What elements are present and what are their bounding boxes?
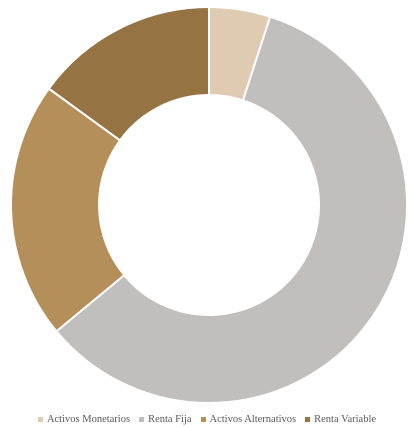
donut-slices: [10, 5, 408, 404]
legend-item-activos-alternativos: Activos Alternativos: [200, 413, 297, 425]
legend-item-renta-variable: Renta Variable: [305, 414, 376, 425]
legend-swatch: [200, 416, 206, 422]
slice-renta-variable: [47, 5, 210, 142]
legend-label: Activos Monetarios: [46, 413, 131, 425]
legend-swatch: [37, 416, 43, 422]
legend-swatch: [139, 416, 145, 422]
legend-item-activos-monetarios: Activos Monetarios: [37, 413, 131, 425]
legend-label: Renta Variable: [314, 413, 377, 425]
chart-legend: Activos Monetarios Renta Fija Activos Al…: [0, 411, 414, 427]
donut-chart: [10, 5, 408, 404]
legend-swatch: [305, 416, 311, 422]
slice-renta-fija: [55, 15, 408, 404]
slice-activos-alternativos: [10, 87, 126, 333]
legend-item-renta-fija: Renta Fija: [139, 413, 192, 425]
legend-label: Renta Fija: [148, 413, 192, 425]
legend-label: Activos Alternativos: [209, 413, 297, 425]
